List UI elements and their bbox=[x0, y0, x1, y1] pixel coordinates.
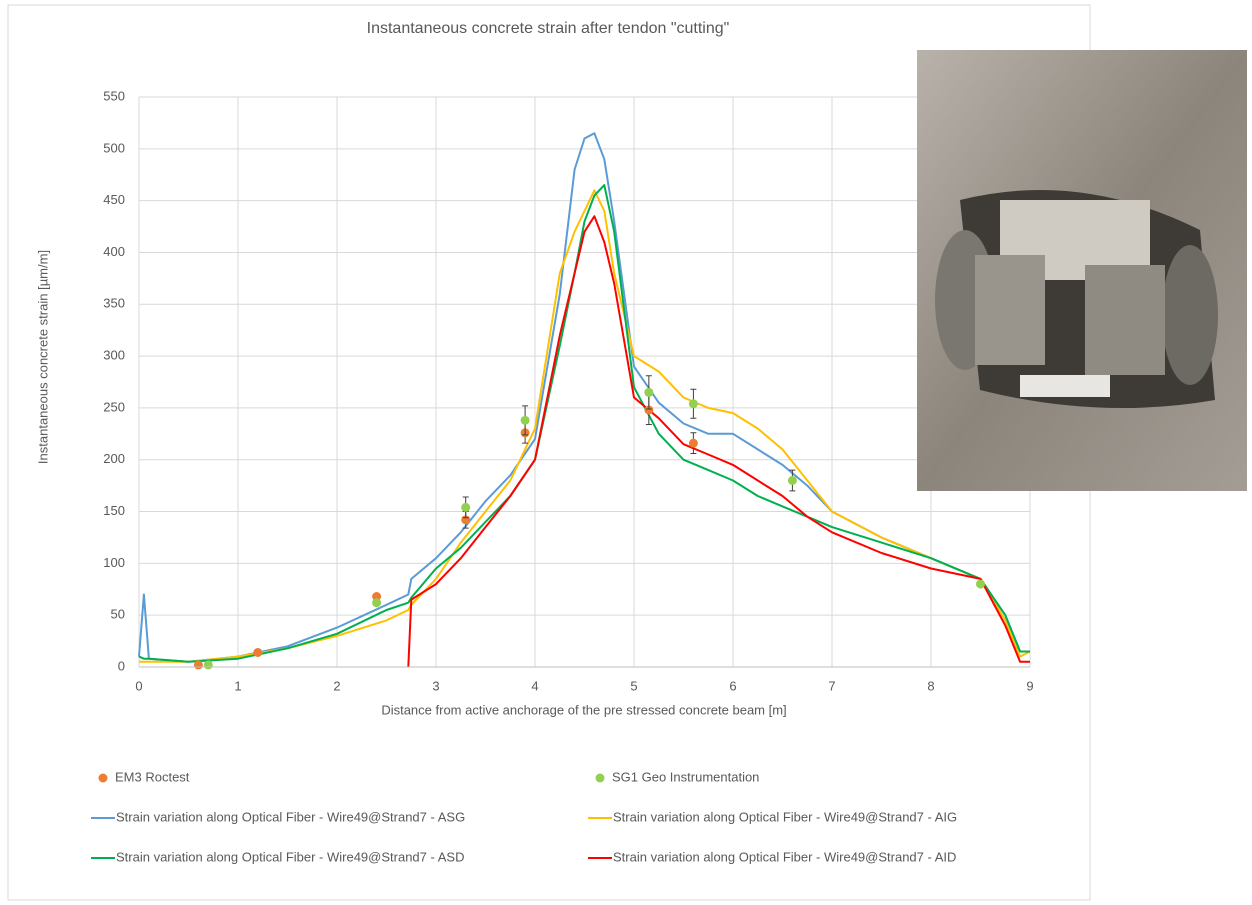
legend-label: Strain variation along Optical Fiber - W… bbox=[613, 809, 957, 824]
x-tick-label: 4 bbox=[531, 678, 538, 693]
y-tick-label: 50 bbox=[111, 607, 125, 622]
data-point bbox=[520, 415, 530, 425]
data-point bbox=[372, 592, 382, 602]
x-tick-label: 7 bbox=[828, 678, 835, 693]
y-tick-label: 550 bbox=[103, 88, 125, 103]
legend-label: Strain variation along Optical Fiber - W… bbox=[613, 849, 956, 864]
legend-marker bbox=[98, 773, 108, 783]
y-tick-label: 100 bbox=[103, 555, 125, 570]
data-point bbox=[372, 598, 382, 608]
y-tick-label: 250 bbox=[103, 399, 125, 414]
data-point bbox=[976, 579, 985, 589]
data-point bbox=[461, 502, 471, 512]
data-line bbox=[138, 184, 1030, 663]
x-tick-label: 9 bbox=[1026, 678, 1033, 693]
y-tick-label: 300 bbox=[103, 348, 125, 363]
y-tick-label: 200 bbox=[103, 451, 125, 466]
y-tick-label: 450 bbox=[103, 192, 125, 207]
y-tick-label: 350 bbox=[103, 296, 125, 311]
data-point bbox=[193, 660, 203, 670]
data-point bbox=[787, 475, 797, 485]
data-line bbox=[139, 189, 1031, 663]
x-tick-label: 1 bbox=[234, 678, 241, 693]
x-tick-label: 6 bbox=[729, 678, 736, 693]
chart-border bbox=[7, 4, 1091, 901]
data-point bbox=[253, 647, 263, 657]
legend-label: Strain variation along Optical Fiber - W… bbox=[116, 809, 465, 824]
data-point bbox=[688, 399, 698, 409]
x-tick-label: 8 bbox=[927, 678, 934, 693]
y-tick-label: 400 bbox=[103, 244, 125, 259]
photo bbox=[917, 50, 1247, 491]
legend-label: Strain variation along Optical Fiber - W… bbox=[116, 849, 464, 864]
x-tick-label: 3 bbox=[432, 678, 439, 693]
data-point bbox=[644, 387, 654, 397]
legend-label: SG1 Geo Instrumentation bbox=[612, 769, 759, 784]
data-point bbox=[203, 660, 213, 670]
x-axis-label: Distance from active anchorage of the pr… bbox=[381, 702, 786, 717]
y-tick-label: 150 bbox=[103, 503, 125, 518]
legend-label: EM3 Roctest bbox=[115, 769, 190, 784]
chart-title: Instantaneous concrete strain after tend… bbox=[367, 20, 730, 37]
legend-marker bbox=[595, 773, 605, 783]
x-tick-label: 5 bbox=[630, 678, 637, 693]
data-point bbox=[688, 438, 698, 448]
x-tick-label: 0 bbox=[135, 678, 142, 693]
y-tick-label: 0 bbox=[118, 658, 125, 673]
data-point bbox=[644, 405, 654, 415]
x-tick-label: 2 bbox=[333, 678, 340, 693]
y-tick-label: 500 bbox=[103, 140, 125, 155]
y-axis-label: Instantaneous concrete strain [µm/m] bbox=[35, 250, 50, 464]
